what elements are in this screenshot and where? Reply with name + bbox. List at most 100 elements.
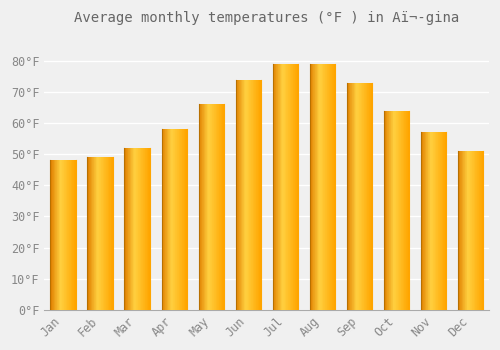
Bar — [310, 64, 311, 310]
Bar — [294, 64, 296, 310]
Bar — [371, 83, 372, 310]
Bar — [238, 79, 240, 310]
Bar — [164, 129, 166, 310]
Bar — [387, 111, 388, 310]
Bar — [174, 129, 175, 310]
Bar — [242, 79, 243, 310]
Bar — [180, 129, 181, 310]
Bar — [313, 64, 314, 310]
Bar — [204, 104, 205, 310]
Bar — [360, 83, 361, 310]
Bar — [74, 160, 75, 310]
Bar — [134, 148, 135, 310]
Bar — [406, 111, 407, 310]
Bar — [257, 79, 258, 310]
Bar — [127, 148, 128, 310]
Bar — [296, 64, 297, 310]
Bar — [107, 157, 108, 310]
Bar — [168, 129, 169, 310]
Bar — [459, 151, 460, 310]
Bar — [355, 83, 356, 310]
Bar — [321, 64, 322, 310]
Bar — [394, 111, 395, 310]
Bar — [148, 148, 149, 310]
Bar — [312, 64, 313, 310]
Bar — [70, 160, 71, 310]
Bar — [288, 64, 289, 310]
Bar — [420, 132, 422, 310]
Bar — [474, 151, 475, 310]
Bar — [147, 148, 148, 310]
Bar — [361, 83, 362, 310]
Bar — [72, 160, 73, 310]
Bar — [285, 64, 286, 310]
Bar — [171, 129, 172, 310]
Bar — [199, 104, 200, 310]
Bar — [358, 83, 360, 310]
Bar — [103, 157, 104, 310]
Bar — [178, 129, 179, 310]
Bar — [397, 111, 398, 310]
Bar — [260, 79, 261, 310]
Bar — [213, 104, 214, 310]
Bar — [364, 83, 365, 310]
Bar — [289, 64, 290, 310]
Bar — [351, 83, 352, 310]
Bar — [249, 79, 250, 310]
Bar — [437, 132, 438, 310]
Bar — [183, 129, 184, 310]
Bar — [140, 148, 141, 310]
Bar — [166, 129, 167, 310]
Bar — [136, 148, 137, 310]
Bar — [438, 132, 439, 310]
Bar — [218, 104, 220, 310]
Bar — [75, 160, 76, 310]
Bar — [272, 64, 274, 310]
Bar — [395, 111, 396, 310]
Bar — [473, 151, 474, 310]
Bar — [241, 79, 242, 310]
Bar — [318, 64, 319, 310]
Bar — [68, 160, 70, 310]
Bar — [205, 104, 206, 310]
Bar — [212, 104, 213, 310]
Bar — [96, 157, 97, 310]
Bar — [276, 64, 277, 310]
Bar — [184, 129, 185, 310]
Bar — [370, 83, 372, 310]
Bar — [95, 157, 96, 310]
Bar — [60, 160, 61, 310]
Bar — [444, 132, 446, 310]
Bar — [255, 79, 256, 310]
Bar — [331, 64, 332, 310]
Bar — [274, 64, 275, 310]
Bar — [132, 148, 134, 310]
Bar — [320, 64, 321, 310]
Bar — [368, 83, 370, 310]
Bar — [62, 160, 63, 310]
Bar — [162, 129, 163, 310]
Bar — [329, 64, 330, 310]
Bar — [425, 132, 426, 310]
Bar — [66, 160, 67, 310]
Bar — [311, 64, 312, 310]
Bar — [422, 132, 424, 310]
Bar — [278, 64, 279, 310]
Bar — [93, 157, 94, 310]
Bar — [284, 64, 285, 310]
Bar — [100, 157, 102, 310]
Bar — [53, 160, 54, 310]
Bar — [287, 64, 288, 310]
Bar — [471, 151, 472, 310]
Bar — [439, 132, 440, 310]
Bar — [104, 157, 105, 310]
Bar — [396, 111, 397, 310]
Bar — [167, 129, 168, 310]
Bar — [392, 111, 393, 310]
Bar — [208, 104, 210, 310]
Bar — [201, 104, 202, 310]
Bar — [243, 79, 244, 310]
Bar — [428, 132, 429, 310]
Bar — [386, 111, 387, 310]
Bar — [273, 64, 274, 310]
